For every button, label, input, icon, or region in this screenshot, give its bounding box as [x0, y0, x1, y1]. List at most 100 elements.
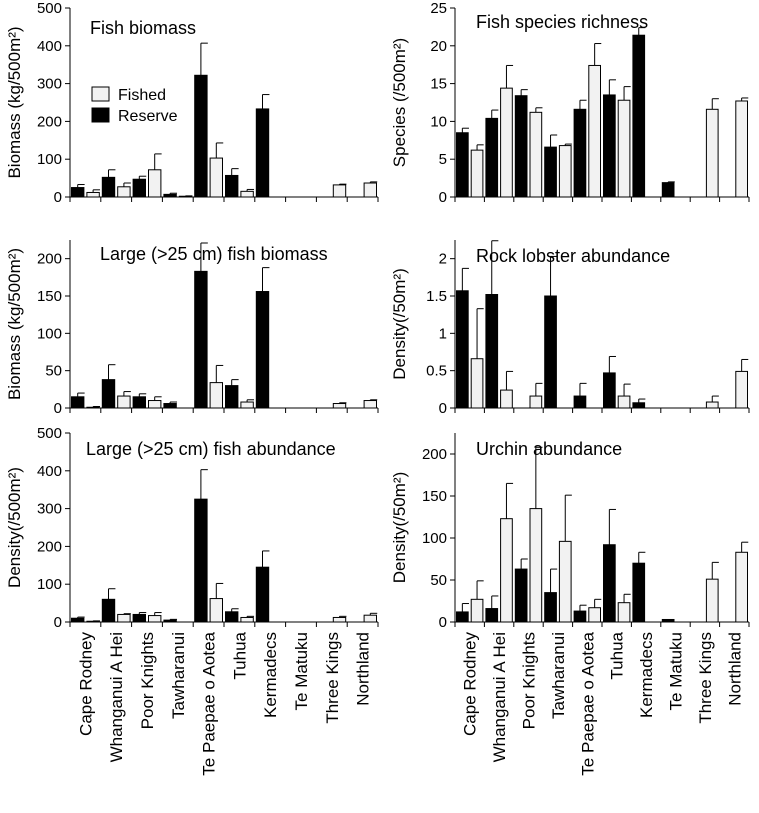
category-label: Te Matuku: [292, 632, 311, 710]
bar-reserve-6: [225, 385, 239, 409]
bar-reserve-4: [544, 592, 557, 623]
y-axis-label: Biomass (kg/500m²): [5, 248, 24, 400]
bar-reserve-5: [194, 270, 208, 409]
bar-reserve-7: [632, 402, 646, 409]
y-axis-label: Density(/50m²): [390, 472, 409, 583]
y-tick-label: 200: [37, 538, 62, 555]
bar-reserve-6: [603, 94, 616, 198]
bar-fished-10: [735, 370, 748, 409]
bar-reserve-5: [573, 610, 587, 623]
bar-reserve-1: [71, 396, 85, 409]
y-tick-label: 0: [54, 614, 62, 631]
bar-fished-3: [529, 395, 543, 409]
bar-fished-6: [240, 401, 254, 409]
y-tick-label: 2: [439, 251, 447, 268]
bar-fished-10: [735, 551, 748, 623]
y-axis-label: Biomass (kg/500m²): [5, 26, 24, 178]
bar-fished-6: [240, 190, 254, 198]
y-tick-label: 50: [45, 363, 62, 380]
category-label: Cape Rodney: [461, 632, 480, 736]
category-label: Te Matuku: [667, 632, 686, 710]
bar-fished-6: [240, 616, 254, 623]
y-tick-label: 0.5: [426, 363, 447, 380]
bar-fished-10: [363, 182, 378, 198]
bar-reserve-6: [603, 544, 616, 623]
bar-fished-1: [470, 358, 484, 409]
bar-reserve-3: [132, 396, 147, 409]
bar-fished-9: [705, 108, 719, 198]
bar-reserve-3: [132, 178, 147, 198]
y-tick-label: 150: [422, 488, 447, 505]
bar-reserve-7: [255, 108, 270, 198]
y-tick-label: 400: [37, 463, 62, 480]
chart-fish-species-richness: 0 5 10 15 20 25 Fish species richness Species (…: [390, 0, 750, 206]
y-tick-label: 15: [430, 76, 447, 93]
category-label: Te Paepae o Aotea: [200, 631, 219, 775]
bar-fished-5: [209, 598, 224, 623]
y-tick-label: 500: [37, 425, 62, 442]
bar-fished-2: [117, 613, 131, 623]
bar-fished-9: [705, 401, 719, 409]
bar-reserve-2: [485, 117, 499, 198]
category-label: Poor Knights: [520, 632, 539, 729]
y-tick-label: 0: [439, 400, 447, 417]
category-label: Kermadecs: [637, 632, 656, 718]
chart-title: Fish biomass: [90, 18, 196, 38]
legend-label-reserve: Reserve: [118, 108, 178, 125]
bar-fished-10: [735, 100, 748, 198]
bar-reserve-4: [163, 403, 177, 409]
chart-rock-lobster-abundance: 0 0.5 1 1.5 2 Rock lobster abundance Density(/…: [390, 240, 750, 417]
y-tick-label: 100: [422, 530, 447, 547]
bar-fished-4: [558, 540, 572, 623]
bar-fished-9: [705, 578, 719, 623]
y-axis-label: Species (/500m²): [390, 38, 409, 167]
bar-fished-1: [470, 598, 484, 623]
y-tick-label: 10: [430, 113, 447, 130]
category-label: Whanganui A Hei: [107, 632, 126, 762]
bar-fished-3: [148, 169, 162, 198]
bar-fished-10: [363, 400, 378, 409]
bar-reserve-5: [194, 498, 208, 623]
bar-reserve-2: [101, 379, 116, 409]
category-label: Tawharanui: [549, 632, 568, 719]
y-tick-label: 0: [54, 400, 62, 417]
legend: Fished Reserve: [91, 86, 178, 125]
bar-reserve-2: [485, 294, 499, 409]
bar-reserve-8: [661, 618, 675, 623]
legend-swatch-fished: [91, 86, 110, 102]
y-tick-label: 100: [37, 151, 62, 168]
bar-fished-6: [617, 395, 631, 409]
y-tick-label: 400: [37, 38, 62, 55]
y-tick-label: 1: [439, 325, 447, 342]
bar-fished-3: [529, 111, 543, 198]
category-label: Tawharanui: [169, 632, 188, 719]
bar-reserve-6: [225, 611, 239, 623]
bar-fished-9: [332, 616, 347, 623]
chart-large-fish-biomass: 0 50 100 150 200 Large (>25 cm) fish biomass B…: [5, 240, 379, 417]
category-label: Poor Knights: [138, 632, 157, 729]
bar-reserve-4: [163, 619, 177, 623]
bar-reserve-5: [573, 108, 587, 198]
bar-fished-1: [86, 191, 100, 198]
bar-fished-3: [148, 400, 162, 409]
bar-reserve-7: [632, 34, 646, 198]
y-tick-label: 0: [439, 189, 447, 206]
y-tick-label: 500: [37, 0, 62, 17]
y-tick-label: 100: [37, 576, 62, 593]
bar-fished-9: [332, 184, 347, 198]
bar-fished-2: [500, 87, 513, 198]
bar-fished-6: [617, 99, 631, 198]
bar-fished-9: [332, 403, 347, 409]
bar-reserve-8: [661, 182, 675, 198]
bar-reserve-5: [194, 74, 208, 198]
chart-large-fish-abundance: 0 100 200 300 400 500 Large (>25 cm) fish abun…: [5, 425, 379, 776]
y-tick-label: 0: [439, 614, 447, 631]
chart-title: Urchin abundance: [476, 439, 622, 459]
bar-reserve-2: [101, 598, 116, 623]
bar-reserve-1: [456, 132, 469, 198]
chart-title: Fish species richness: [476, 12, 648, 32]
bar-reserve-6: [225, 174, 239, 198]
bar-reserve-2: [485, 608, 499, 623]
bar-reserve-7: [255, 291, 270, 409]
bar-reserve-1: [71, 617, 85, 623]
